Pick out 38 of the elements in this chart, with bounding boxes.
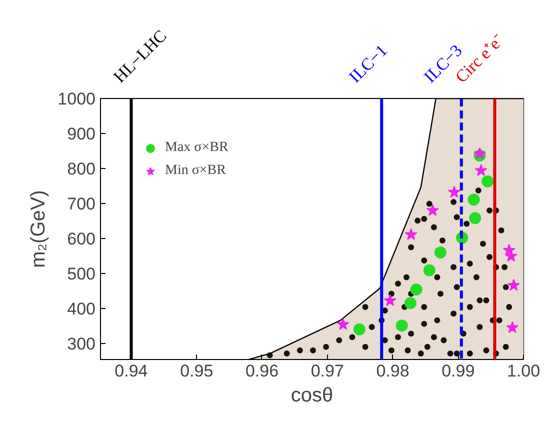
x-tick-label: 0.94 <box>114 362 148 380</box>
point <box>423 264 436 276</box>
point <box>434 246 446 258</box>
legend-label: Max σ×BR <box>165 140 228 156</box>
y-tick-label: 1000 <box>58 90 96 108</box>
point <box>404 297 416 310</box>
y-tick-label: 800 <box>67 159 96 178</box>
y-tick-label: 400 <box>67 299 96 318</box>
point <box>506 321 519 334</box>
point <box>468 194 480 206</box>
point <box>336 318 350 330</box>
point <box>469 212 482 224</box>
point <box>507 278 520 291</box>
y-tick-label: 700 <box>67 194 96 214</box>
x-axis-title: cosθ <box>290 384 334 406</box>
point <box>384 294 396 306</box>
point <box>474 164 488 176</box>
x-tick-label: 0.99 <box>442 362 475 380</box>
x-tick-label: 0.98 <box>376 362 410 380</box>
point <box>410 284 422 296</box>
point <box>353 323 366 336</box>
y-tick-label: 300 <box>67 334 96 354</box>
x-tick-label: 0.97 <box>310 362 344 380</box>
y-tick-label: 900 <box>67 124 96 144</box>
x-tick-label: 1.00 <box>506 362 540 380</box>
point <box>404 228 418 240</box>
point <box>482 175 494 188</box>
point <box>448 186 460 198</box>
y-tick-label: 600 <box>67 229 96 248</box>
point <box>504 250 518 262</box>
point <box>473 147 486 160</box>
y-axis-title: m₂(GeV) <box>28 190 50 268</box>
x-tick-label: 0.96 <box>245 362 279 380</box>
point <box>426 204 439 216</box>
legend-label: Min σ×BR <box>165 163 226 179</box>
x-tick-label: 0.95 <box>180 362 214 380</box>
point <box>396 320 408 332</box>
y-tick-label: 500 <box>67 264 96 284</box>
